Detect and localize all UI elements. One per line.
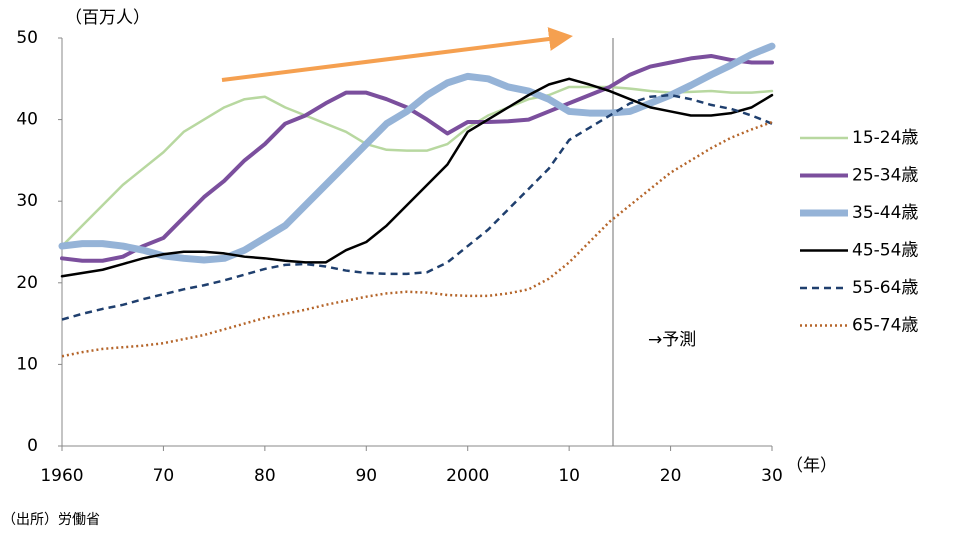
- y-tick-label: 50: [16, 28, 38, 48]
- y-tick-label: 10: [16, 354, 38, 374]
- legend-label: 25-34歳: [852, 166, 918, 186]
- series-line: [58, 42, 776, 264]
- x-tick-label: 20: [660, 466, 682, 486]
- legend-label: 35-44歳: [852, 203, 918, 223]
- source: （出所）労働省: [2, 512, 100, 528]
- x-tick-label: 10: [558, 466, 580, 486]
- x-tick-label: 2000: [446, 466, 489, 486]
- series-line: [60, 85, 774, 248]
- y-tick-label: 40: [16, 110, 38, 130]
- series-line: [61, 120, 773, 358]
- x-tick-label: 70: [153, 466, 175, 486]
- x-tick-label: 80: [254, 466, 276, 486]
- trend-arrow: [221, 27, 573, 82]
- series-line: [60, 77, 774, 278]
- x-unit: （年）: [786, 456, 837, 476]
- x-tick-label: 30: [761, 466, 783, 486]
- legend-label: 65-74歳: [852, 316, 918, 336]
- x-tick-label: 1960: [40, 466, 83, 486]
- legend-label: 45-54歳: [852, 241, 918, 261]
- y-tick-label: 30: [16, 191, 38, 211]
- x-tick-label: 90: [355, 466, 377, 486]
- series-line: [61, 93, 773, 321]
- legend-label: 15-24歳: [852, 128, 918, 148]
- y-unit: （百万人）: [65, 8, 150, 28]
- y-tick-label: 20: [16, 273, 38, 293]
- series-line: [60, 53, 774, 263]
- y-tick-label: 0: [27, 436, 38, 456]
- legend-label: 55-64歳: [852, 278, 918, 298]
- forecast-label: →予測: [648, 330, 696, 350]
